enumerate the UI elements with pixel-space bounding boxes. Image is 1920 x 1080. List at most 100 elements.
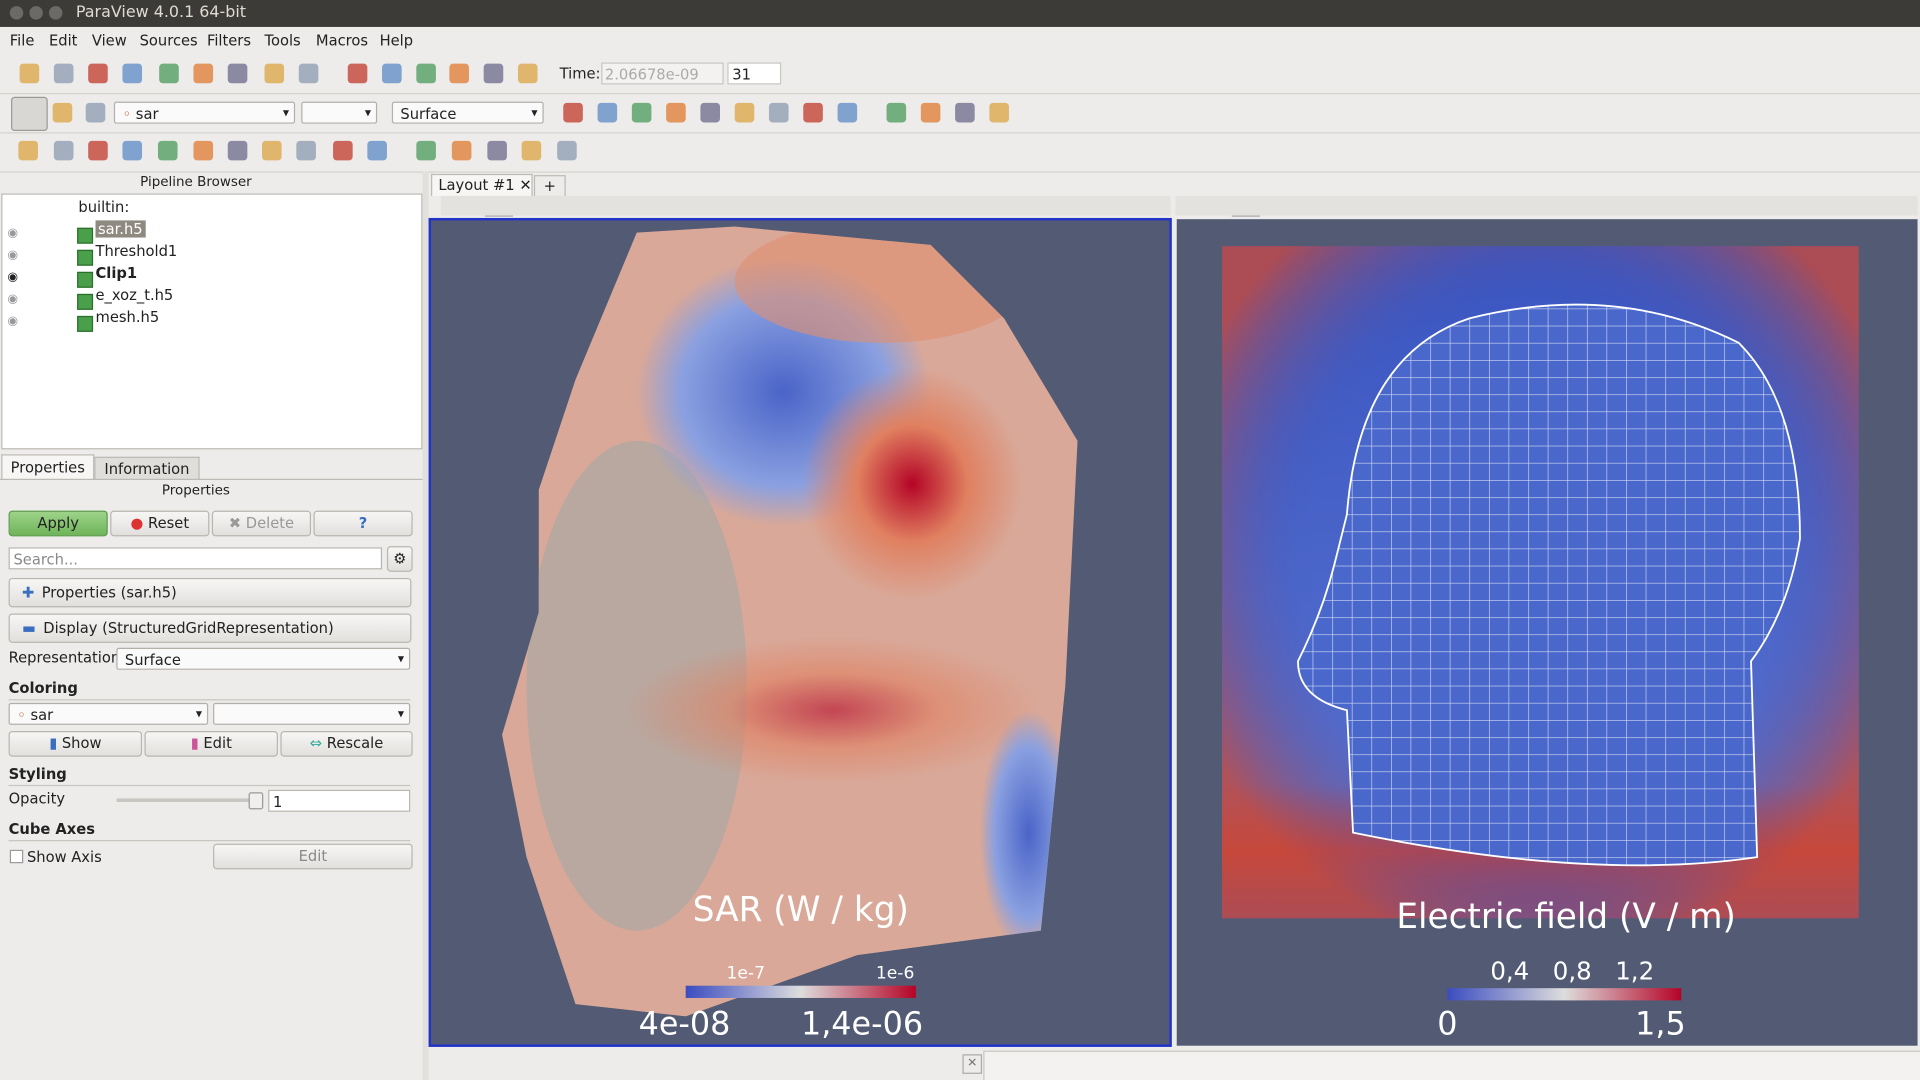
toolbar-button[interactable] — [955, 102, 975, 123]
tab[interactable]: Properties — [1, 454, 95, 481]
menu-item[interactable]: Tools — [264, 31, 301, 49]
toolbar-button[interactable] — [367, 140, 387, 161]
close-output[interactable]: ✕ — [962, 1054, 983, 1074]
component-combo[interactable] — [301, 101, 378, 125]
menu-item[interactable]: Help — [379, 31, 414, 49]
apply-button[interactable]: Apply — [8, 510, 108, 537]
toolbar-button[interactable] — [451, 140, 472, 161]
show-button[interactable]: ▮ Show — [8, 731, 143, 757]
toolbar-button[interactable] — [734, 102, 755, 123]
toolbar-button[interactable] — [449, 63, 469, 84]
advanced-toggle[interactable]: ⚙ — [386, 546, 413, 572]
help-button[interactable]: ? — [313, 510, 413, 537]
toolbar-button[interactable] — [347, 63, 368, 84]
representation-combo[interactable]: Surface — [391, 101, 544, 125]
toolbar-button[interactable] — [517, 63, 538, 84]
toolbar-button[interactable] — [521, 140, 542, 161]
component-combo[interactable] — [213, 702, 411, 726]
toolbar-button[interactable] — [122, 140, 143, 161]
toolbar-button[interactable] — [296, 140, 316, 161]
pipeline-item[interactable]: e_xoz_t.h5 — [95, 286, 174, 304]
toolbar-button[interactable] — [563, 102, 583, 123]
pipeline-item[interactable]: sar.h5 — [95, 220, 146, 238]
toolbar-button[interactable] — [989, 102, 1009, 123]
section-header[interactable]: ▬ Display (StructuredGridRepresentation) — [8, 613, 412, 643]
toolbar-button[interactable] — [88, 63, 108, 84]
maximize-button[interactable] — [48, 6, 63, 20]
pipeline-item[interactable]: mesh.h5 — [95, 308, 160, 326]
toolbar-button[interactable] — [597, 102, 618, 123]
button-label: Reset — [148, 514, 190, 532]
opacity-slider[interactable] — [116, 798, 261, 803]
toolbar-button[interactable] — [382, 63, 402, 84]
tab[interactable]: Information — [94, 456, 200, 481]
toolbar-button[interactable] — [85, 102, 106, 123]
section-header[interactable]: ✚ Properties (sar.h5) — [8, 577, 412, 608]
toolbar-button[interactable] — [298, 63, 319, 84]
toolbar-button[interactable] — [837, 102, 858, 123]
menu-item[interactable]: Edit — [48, 31, 78, 49]
visibility-eye[interactable]: ◉ — [7, 226, 19, 241]
visibility-eye[interactable]: ◉ — [7, 270, 19, 285]
pipeline-item[interactable]: Threshold1 — [95, 242, 178, 260]
toolbar-button[interactable] — [159, 63, 179, 84]
reset-button[interactable]: ● Reset — [110, 510, 210, 537]
slider-handle[interactable] — [248, 792, 264, 810]
close-button[interactable] — [9, 6, 24, 20]
rescale-button[interactable]: ⇔ Rescale — [280, 731, 413, 757]
toolbar-button[interactable] — [666, 102, 686, 123]
layout-tab[interactable]: Layout #1 ✕ — [431, 173, 533, 196]
toolbar-button[interactable] — [920, 102, 941, 123]
opacity-field[interactable]: 1 — [268, 789, 411, 812]
toolbar-button[interactable] — [487, 140, 507, 161]
toolbar-button[interactable] — [18, 140, 38, 161]
menu-item[interactable]: Sources — [139, 31, 198, 49]
edit-button[interactable]: ▮ Edit — [144, 731, 278, 757]
pipeline-item[interactable]: builtin: — [78, 198, 130, 216]
toolbar-button[interactable] — [262, 140, 282, 161]
pipeline-item[interactable]: Clip1 — [95, 264, 138, 282]
toolbar-button[interactable] — [193, 63, 214, 84]
menu-item[interactable]: Filters — [206, 31, 252, 49]
toolbar-button[interactable] — [53, 63, 74, 84]
toolbar-button[interactable] — [264, 63, 285, 84]
toggle-color-legend[interactable] — [11, 96, 48, 132]
time-field[interactable]: 2.06678e-09 — [601, 62, 724, 85]
toolbar-button[interactable] — [700, 102, 721, 123]
toolbar-button[interactable] — [631, 102, 652, 123]
toolbar-button[interactable] — [803, 102, 823, 123]
array-combo[interactable]: ◦ sar — [113, 101, 296, 125]
menu-item[interactable]: File — [9, 31, 35, 49]
toolbar-button[interactable] — [122, 63, 143, 84]
toolbar-button[interactable] — [483, 63, 504, 84]
toolbar-button[interactable] — [193, 140, 214, 161]
toolbar-button[interactable] — [886, 102, 907, 123]
checkbox[interactable] — [9, 849, 24, 864]
toolbar-button[interactable] — [227, 63, 248, 84]
toolbar-button[interactable] — [416, 140, 436, 161]
toolbar-button[interactable] — [52, 102, 73, 123]
splitter[interactable] — [422, 171, 429, 1080]
toolbar-button[interactable] — [19, 63, 40, 84]
timestep-spinbox[interactable]: 31 — [727, 62, 782, 85]
toolbar-button[interactable] — [53, 140, 74, 161]
delete-button[interactable]: ✖ Delete — [211, 510, 312, 537]
toolbar-button[interactable] — [227, 140, 248, 161]
minimize-button[interactable] — [29, 6, 43, 20]
representation-combo[interactable]: Surface — [116, 647, 411, 671]
toolbar-button[interactable] — [88, 140, 108, 161]
toolbar-button[interactable] — [557, 140, 577, 161]
menu-item[interactable]: View — [91, 31, 127, 49]
toolbar-button[interactable] — [333, 140, 353, 161]
cube-axes-edit-button[interactable]: Edit — [213, 843, 413, 870]
item-icon — [77, 227, 94, 244]
toolbar-button[interactable] — [768, 102, 789, 123]
toolbar-button[interactable] — [416, 63, 436, 84]
visibility-eye[interactable]: ◉ — [7, 248, 19, 263]
menu-item[interactable]: Macros — [315, 31, 369, 49]
toolbar-button[interactable] — [157, 140, 178, 161]
visibility-eye[interactable]: ◉ — [7, 292, 19, 307]
search-field[interactable]: Search... — [8, 547, 383, 570]
color-array-combo[interactable]: ◦ sar — [8, 702, 209, 726]
visibility-eye[interactable]: ◉ — [7, 314, 19, 329]
